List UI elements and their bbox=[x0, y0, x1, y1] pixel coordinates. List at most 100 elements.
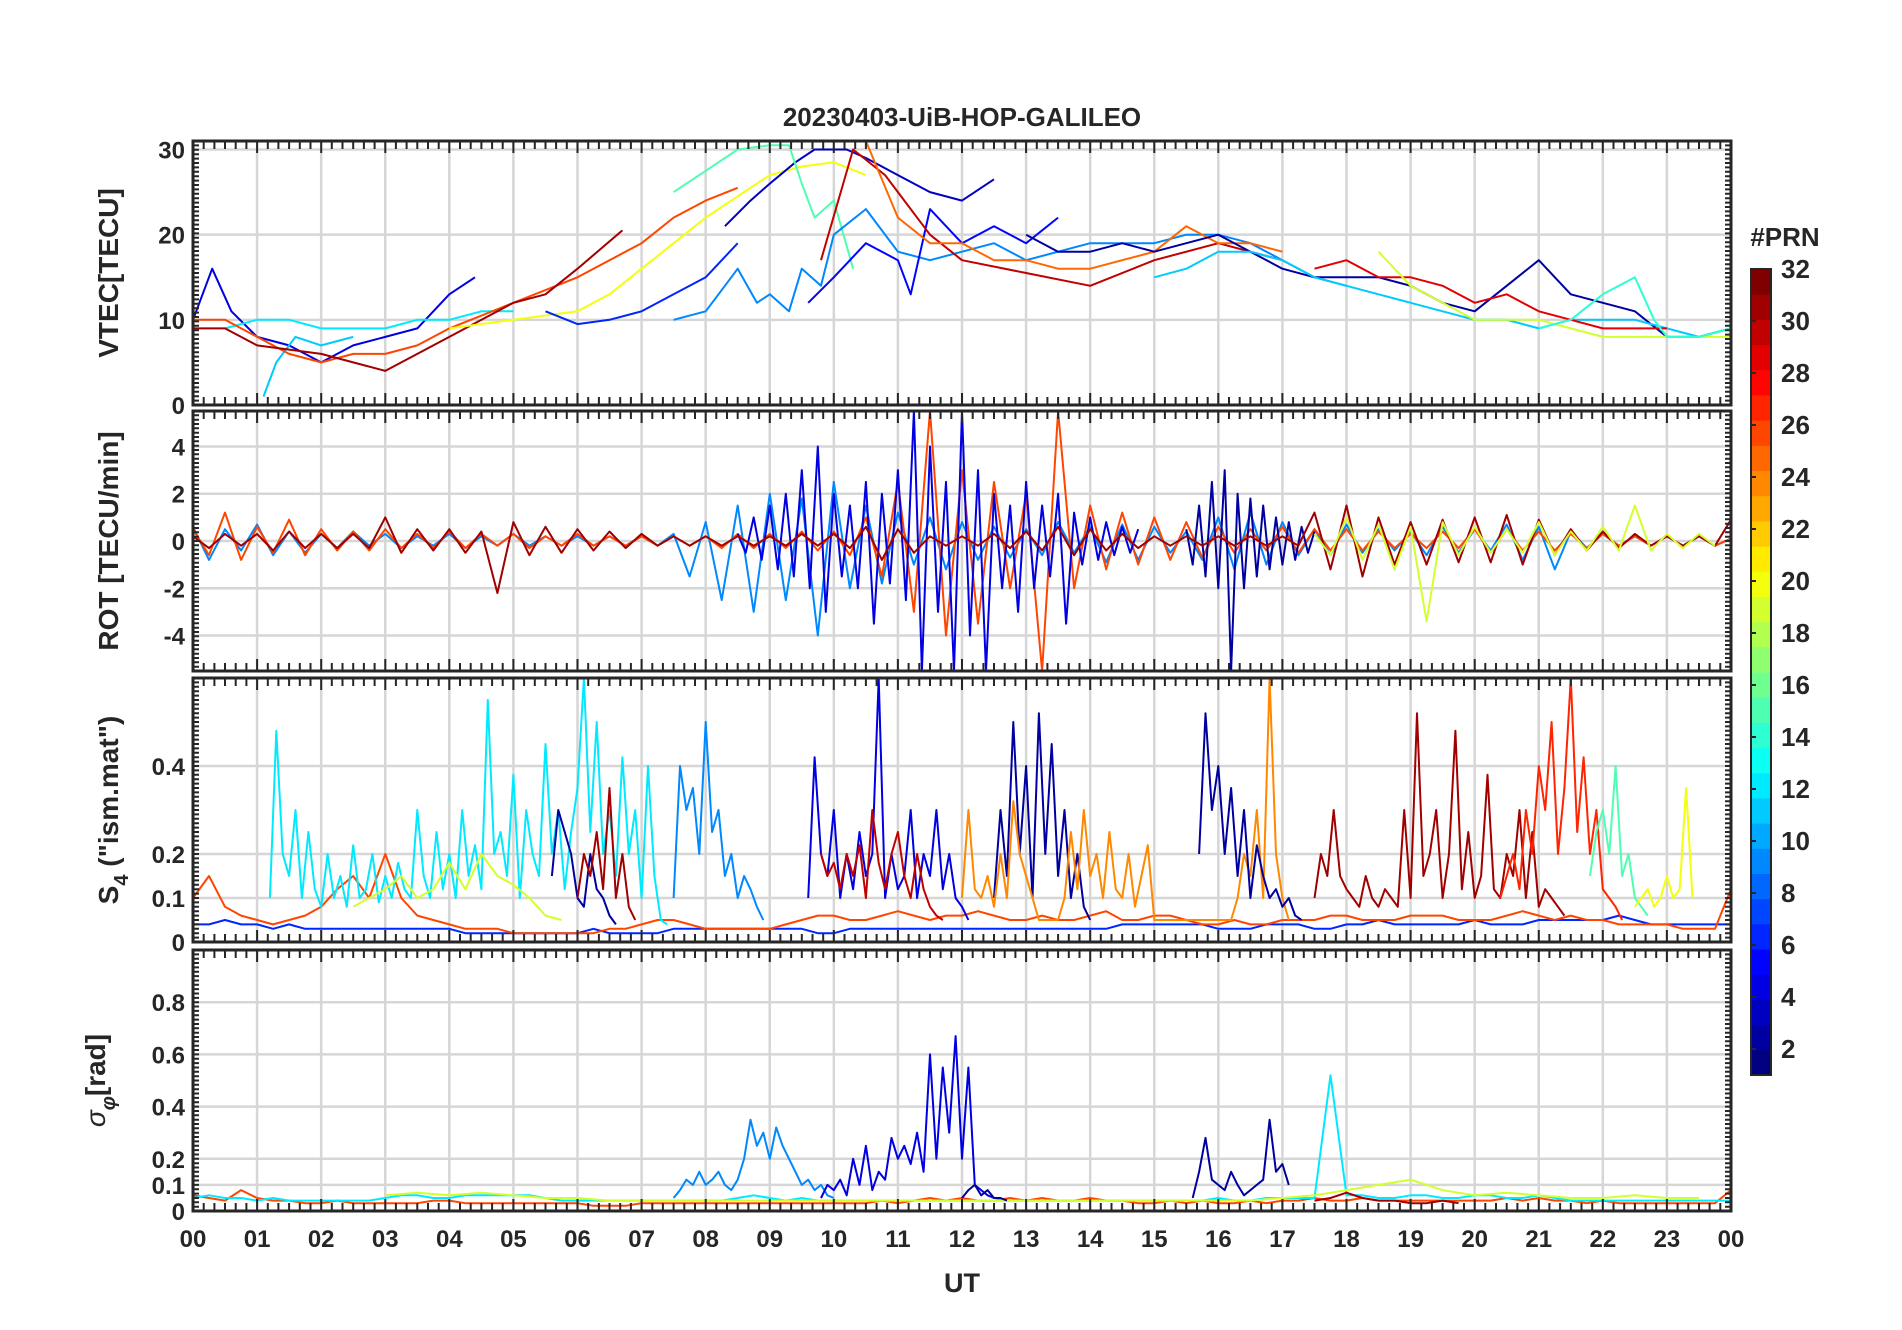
series-line-prn-4 bbox=[193, 267, 476, 364]
series-line-prn-26 bbox=[193, 186, 739, 364]
colorbar-tick-label: 26 bbox=[1781, 410, 1810, 440]
series-line-prn-14 bbox=[1538, 276, 1731, 338]
colorbar-tick-label: 18 bbox=[1781, 618, 1810, 648]
y-tick-label: 2 bbox=[172, 482, 185, 509]
series-line-prn-19 bbox=[352, 853, 562, 921]
y-label-subscript: φ bbox=[98, 1096, 120, 1110]
series-line-prn-30 bbox=[820, 809, 944, 921]
series-line-prn-9 bbox=[672, 1118, 835, 1199]
y-tick-label: 0.4 bbox=[152, 754, 186, 781]
x-tick-label: 19 bbox=[1397, 1226, 1424, 1253]
y-tick-label: 0.4 bbox=[152, 1095, 186, 1122]
colorbar-level bbox=[1751, 344, 1771, 371]
series-line-prn-19 bbox=[385, 1178, 1699, 1202]
y-label-main: S bbox=[93, 886, 124, 905]
x-tick-label: 03 bbox=[372, 1226, 399, 1253]
y-tick-label: 0.1 bbox=[152, 1173, 185, 1200]
colorbar-level bbox=[1751, 546, 1771, 572]
colorbar-level bbox=[1751, 697, 1771, 723]
y-axis-label: S4 ("ism.mat") bbox=[93, 716, 133, 905]
colorbar-level bbox=[1751, 571, 1771, 597]
y-tick-label: 0.2 bbox=[152, 1147, 185, 1174]
panel-4: 00.10.2 0.4 0.6 0.8 σφ[rad] bbox=[80, 948, 1733, 1226]
colorbar-level bbox=[1751, 319, 1771, 346]
colorbar-tick-label: 24 bbox=[1781, 462, 1810, 492]
series-line-prn-2 bbox=[550, 809, 617, 925]
colorbar-level bbox=[1751, 495, 1771, 522]
colorbar-level bbox=[1751, 269, 1771, 295]
x-tick-label: 00 bbox=[180, 1226, 207, 1253]
panel-1: 0 10 20 30 VTEC[TECU] bbox=[93, 138, 1733, 420]
series-line-prn-24 bbox=[961, 678, 1290, 921]
panel-3: 0 0.1 0.2 0.4 S4 ("ism.mat") bbox=[93, 676, 1733, 957]
x-tick-label: 12 bbox=[949, 1226, 976, 1253]
series-line-prn-26 bbox=[193, 853, 1731, 935]
colorbar-level bbox=[1751, 646, 1771, 673]
minor-ticks bbox=[192, 140, 1732, 406]
colorbar-level bbox=[1751, 520, 1771, 547]
colorbar-level bbox=[1751, 873, 1771, 900]
colorbar-level bbox=[1751, 621, 1771, 648]
colorbar-level bbox=[1751, 923, 1771, 950]
y-tick-label: 0.2 bbox=[152, 842, 185, 869]
x-tick-label: 00 bbox=[1718, 1226, 1745, 1253]
series-line-prn-2 bbox=[1185, 469, 1316, 671]
colorbar-tick-label: 32 bbox=[1781, 254, 1810, 284]
y-tick-label: 4 bbox=[172, 434, 186, 461]
y-tick-label: 0 bbox=[172, 529, 185, 556]
colorbar-level bbox=[1751, 898, 1771, 925]
y-tick-label: -4 bbox=[164, 624, 186, 651]
minor-ticks bbox=[192, 949, 1732, 1212]
x-tick-label: 22 bbox=[1589, 1226, 1616, 1253]
colorbar-level bbox=[1751, 772, 1771, 799]
x-tick-label: 08 bbox=[692, 1226, 719, 1253]
colorbar-level bbox=[1751, 596, 1771, 623]
y-tick-label: 0 bbox=[172, 393, 185, 420]
colorbar-level bbox=[1751, 294, 1771, 320]
y-tick-label: -2 bbox=[164, 576, 185, 603]
x-tick-label: 06 bbox=[564, 1226, 591, 1253]
x-tick-label: 17 bbox=[1269, 1226, 1296, 1253]
colorbar-title: #PRN bbox=[1750, 222, 1819, 252]
colorbar-level bbox=[1751, 999, 1771, 1026]
colorbar-tick-label: 12 bbox=[1781, 774, 1810, 804]
panel-2: -4 -2 0 2 4 ROT [TECU/min] bbox=[93, 409, 1733, 673]
series-line-prn-4 bbox=[807, 678, 970, 921]
series-line-prn-9 bbox=[673, 208, 1347, 321]
colorbar-level bbox=[1751, 672, 1771, 698]
colorbar-level bbox=[1751, 823, 1771, 849]
colorbar-level bbox=[1751, 470, 1771, 497]
colorbar-tick-label: 4 bbox=[1781, 982, 1796, 1012]
x-tick-label: 15 bbox=[1141, 1226, 1168, 1253]
series-line-prn-30 bbox=[820, 148, 1283, 287]
colorbar-level bbox=[1751, 949, 1771, 975]
colorbar-tick-label: 30 bbox=[1781, 306, 1810, 336]
series-line-prn-19 bbox=[1313, 504, 1716, 623]
x-tick-label: 20 bbox=[1461, 1226, 1488, 1253]
minor-ticks bbox=[192, 410, 1732, 672]
x-tick-label: 10 bbox=[820, 1226, 847, 1253]
x-tick-label: 14 bbox=[1077, 1226, 1104, 1253]
colorbar-level bbox=[1751, 797, 1771, 824]
series-line-prn-2 bbox=[1198, 712, 1303, 921]
series-line-prn-6 bbox=[545, 242, 739, 326]
x-tick-label: 13 bbox=[1013, 1226, 1040, 1253]
x-tick-label: 16 bbox=[1205, 1226, 1232, 1253]
series-group bbox=[193, 141, 1731, 397]
colorbar-level bbox=[1751, 1049, 1771, 1076]
y-label-main: σ bbox=[80, 1109, 111, 1127]
x-tick-label: 01 bbox=[244, 1226, 271, 1253]
series-line-prn-29 bbox=[1314, 259, 1667, 330]
colorbar-tick-label: 2 bbox=[1781, 1034, 1795, 1064]
x-axis-label: UT bbox=[944, 1268, 980, 1298]
minor-ticks bbox=[192, 677, 1732, 943]
series-line-prn-2 bbox=[961, 1183, 1008, 1202]
y-tick-label: 10 bbox=[158, 308, 185, 335]
colorbar-tick-label: 28 bbox=[1781, 358, 1810, 388]
colorbar-level bbox=[1751, 848, 1771, 874]
series-line-prn-12 bbox=[268, 678, 668, 926]
x-tick-label: 02 bbox=[308, 1226, 335, 1253]
series-line-prn-26 bbox=[193, 411, 1731, 671]
x-tick-label: 21 bbox=[1525, 1226, 1552, 1253]
